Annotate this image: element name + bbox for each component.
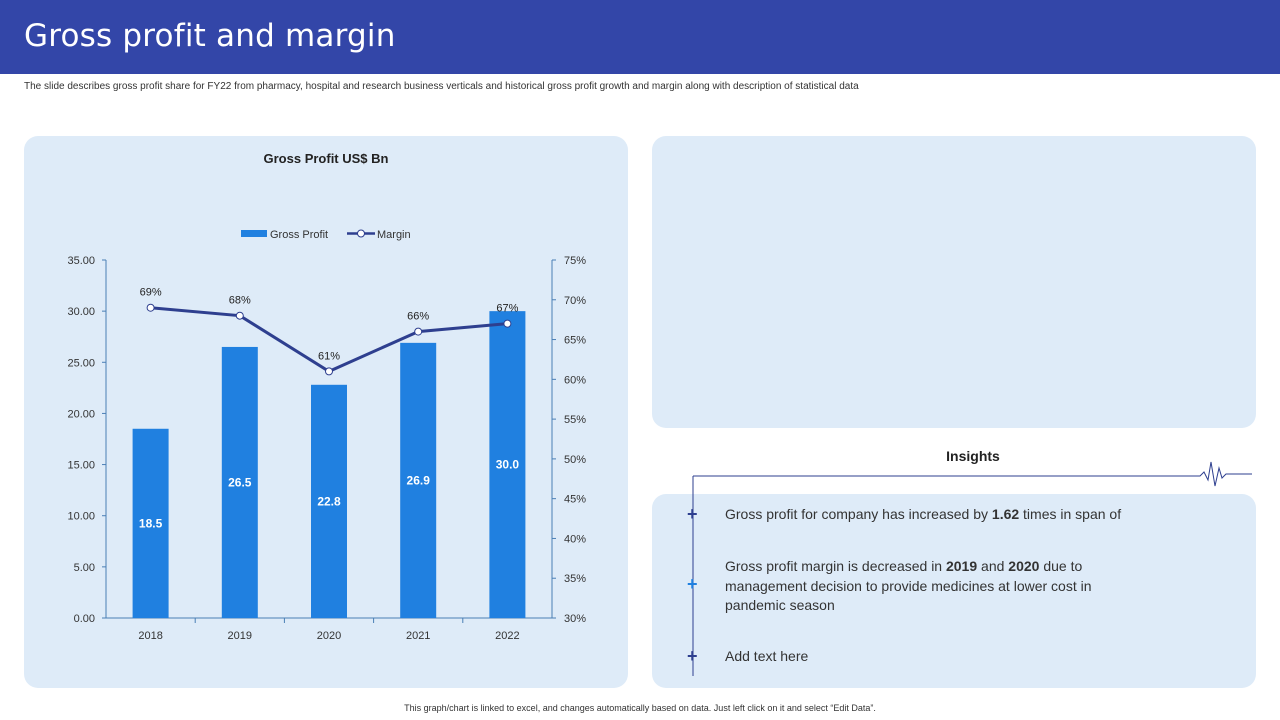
y2-tick-label: 50% [564, 454, 586, 466]
y-tick-label: 35.00 [67, 255, 95, 267]
y-tick-label: 25.00 [67, 357, 95, 369]
margin-point-2020 [325, 367, 333, 376]
page-title: Gross profit and margin [24, 18, 396, 54]
bar-data-label: 26.9 [407, 473, 431, 487]
business-split-panel [652, 136, 1256, 428]
header-bar: Gross profit and margin [0, 0, 1280, 74]
y2-tick-label: 70% [564, 295, 586, 307]
margin-point-2018 [146, 303, 155, 312]
y-tick-label: 0.00 [74, 613, 95, 625]
x-tick-label: 2018 [138, 630, 162, 642]
legend-label: Margin [377, 229, 411, 241]
bar-2021 [400, 342, 437, 618]
legend-swatch-gross-profit [241, 230, 267, 237]
plus-icon: + [687, 504, 698, 524]
bar-2020 [311, 384, 347, 618]
insights-panel [652, 494, 1256, 688]
margin-data-label: 69% [140, 287, 162, 299]
margin-data-label: 66% [407, 311, 429, 323]
y-tick-label: 20.00 [67, 408, 95, 420]
bar-data-label: 26.5 [228, 475, 252, 489]
y-tick-label: 30.00 [67, 306, 95, 318]
y2-tick-label: 55% [564, 414, 586, 426]
page-subtitle: The slide describes gross profit share f… [24, 81, 859, 92]
y2-tick-label: 75% [564, 255, 586, 267]
y-tick-label: 5.00 [74, 562, 95, 574]
bar-2018 [132, 428, 169, 618]
margin-data-label: 61% [318, 350, 340, 362]
y2-tick-label: 45% [564, 494, 586, 506]
insights-title: Insights [946, 448, 1000, 464]
legend-marker-margin [357, 229, 365, 238]
margin-data-label: 67% [496, 303, 518, 315]
chart-title: Gross Profit US$ Bn [264, 151, 389, 166]
x-tick-label: 2019 [228, 630, 252, 642]
footer-note: This graph/chart is linked to excel, and… [404, 703, 876, 713]
plus-icon: + [687, 646, 698, 666]
legend-label: Gross Profit [270, 229, 328, 241]
insight-item-1: Gross profit for company has increased b… [725, 506, 1122, 522]
insight-item-3: Add text here [725, 648, 809, 664]
margin-point-2022 [503, 319, 512, 328]
bar-2022 [489, 311, 526, 618]
y2-tick-label: 30% [564, 613, 586, 625]
bar-2019 [221, 346, 258, 618]
y2-tick-label: 40% [564, 533, 586, 545]
x-tick-label: 2020 [317, 630, 341, 642]
bar-data-label: 22.8 [317, 494, 341, 508]
y2-tick-label: 60% [564, 374, 586, 386]
bar-data-label: 30.0 [496, 458, 520, 472]
margin-data-label: 68% [229, 295, 251, 307]
insight-item-2: Gross profit margin is decreased in 2019… [725, 558, 1092, 613]
x-tick-label: 2021 [406, 630, 430, 642]
plus-icon: + [687, 574, 698, 594]
y-tick-label: 10.00 [67, 511, 95, 523]
y2-tick-label: 35% [564, 573, 586, 585]
bar-data-label: 18.5 [139, 516, 163, 530]
y-tick-label: 15.00 [67, 460, 95, 472]
margin-point-2019 [235, 311, 244, 320]
margin-point-2021 [414, 327, 423, 336]
x-tick-label: 2022 [495, 630, 519, 642]
y2-tick-label: 65% [564, 335, 586, 347]
